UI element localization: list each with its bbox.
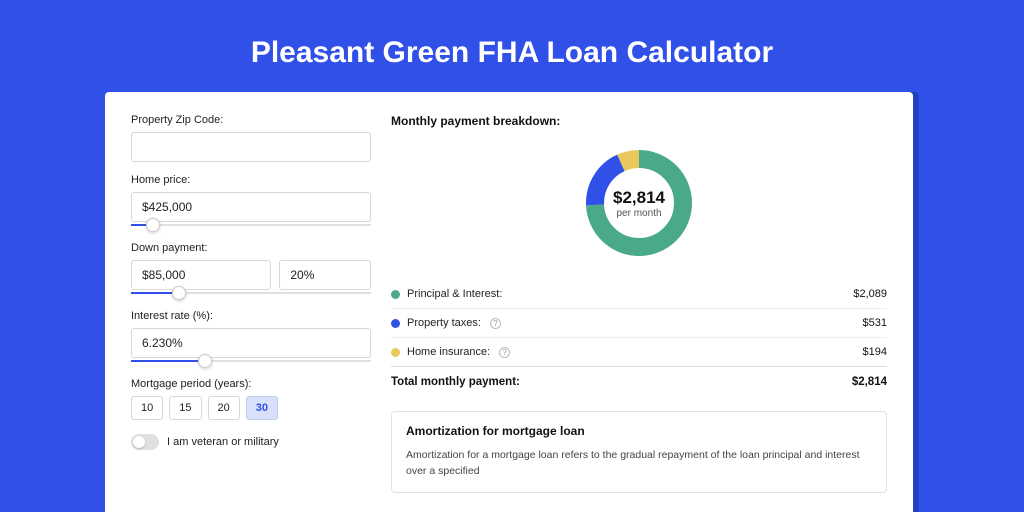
home-price-label: Home price: bbox=[131, 174, 371, 186]
info-icon[interactable]: ? bbox=[490, 318, 501, 329]
home-price-field: Home price: bbox=[131, 174, 371, 230]
period-button-20[interactable]: 20 bbox=[208, 396, 240, 420]
interest-rate-label: Interest rate (%): bbox=[131, 310, 371, 322]
amortization-text: Amortization for a mortgage loan refers … bbox=[406, 448, 872, 480]
amortization-title: Amortization for mortgage loan bbox=[406, 424, 872, 438]
period-button-10[interactable]: 10 bbox=[131, 396, 163, 420]
down-payment-slider[interactable] bbox=[131, 288, 371, 298]
calculator-card: Property Zip Code: Home price: Down paym… bbox=[105, 92, 913, 512]
veteran-label: I am veteran or military bbox=[167, 436, 279, 448]
interest-rate-slider[interactable] bbox=[131, 356, 371, 366]
zip-input[interactable] bbox=[131, 132, 371, 162]
amortization-box: Amortization for mortgage loan Amortizat… bbox=[391, 411, 887, 493]
interest-rate-input[interactable] bbox=[131, 328, 371, 358]
legend-dot-tax bbox=[391, 319, 400, 328]
legend-row-tax: Property taxes:? $531 bbox=[391, 308, 887, 337]
interest-rate-slider-thumb[interactable] bbox=[198, 354, 212, 368]
legend-label-tax: Property taxes: bbox=[407, 317, 481, 329]
legend-label-pi: Principal & Interest: bbox=[407, 288, 502, 300]
payment-donut-chart: $2,814 per month bbox=[578, 142, 700, 264]
down-payment-field: Down payment: bbox=[131, 242, 371, 298]
breakdown-column: Monthly payment breakdown: $2,814 per mo… bbox=[391, 114, 887, 512]
down-payment-label: Down payment: bbox=[131, 242, 371, 254]
legend-dot-ins bbox=[391, 348, 400, 357]
down-payment-amount-input[interactable] bbox=[131, 260, 271, 290]
card-shadow: Property Zip Code: Home price: Down paym… bbox=[105, 92, 919, 512]
total-label: Total monthly payment: bbox=[391, 376, 520, 388]
legend-value-ins: $194 bbox=[863, 346, 887, 358]
donut-container: $2,814 per month bbox=[391, 136, 887, 280]
donut-center-sub: per month bbox=[616, 208, 661, 219]
down-payment-slider-thumb[interactable] bbox=[172, 286, 186, 300]
home-price-input[interactable] bbox=[131, 192, 371, 222]
period-button-30[interactable]: 30 bbox=[246, 396, 278, 420]
page-title: Pleasant Green FHA Loan Calculator bbox=[0, 0, 1024, 92]
zip-field: Property Zip Code: bbox=[131, 114, 371, 162]
total-row: Total monthly payment: $2,814 bbox=[391, 366, 887, 397]
home-price-slider[interactable] bbox=[131, 220, 371, 230]
legend-row-ins: Home insurance:? $194 bbox=[391, 337, 887, 366]
mortgage-period-field: Mortgage period (years): 1015 2030 bbox=[131, 378, 371, 420]
home-price-slider-thumb[interactable] bbox=[146, 218, 160, 232]
info-icon[interactable]: ? bbox=[499, 347, 510, 358]
legend-dot-pi bbox=[391, 290, 400, 299]
mortgage-period-label: Mortgage period (years): bbox=[131, 378, 371, 390]
zip-label: Property Zip Code: bbox=[131, 114, 371, 126]
legend-value-pi: $2,089 bbox=[853, 288, 887, 300]
veteran-toggle[interactable] bbox=[131, 434, 159, 450]
legend-value-tax: $531 bbox=[863, 317, 887, 329]
down-payment-pct-input[interactable] bbox=[279, 260, 371, 290]
total-value: $2,814 bbox=[852, 376, 887, 388]
veteran-row: I am veteran or military bbox=[131, 434, 371, 450]
breakdown-title: Monthly payment breakdown: bbox=[391, 114, 887, 128]
donut-center-amount: $2,814 bbox=[613, 188, 665, 208]
interest-rate-field: Interest rate (%): bbox=[131, 310, 371, 366]
legend-row-pi: Principal & Interest: $2,089 bbox=[391, 280, 887, 308]
form-column: Property Zip Code: Home price: Down paym… bbox=[131, 114, 371, 512]
period-button-15[interactable]: 15 bbox=[169, 396, 201, 420]
legend-label-ins: Home insurance: bbox=[407, 346, 490, 358]
